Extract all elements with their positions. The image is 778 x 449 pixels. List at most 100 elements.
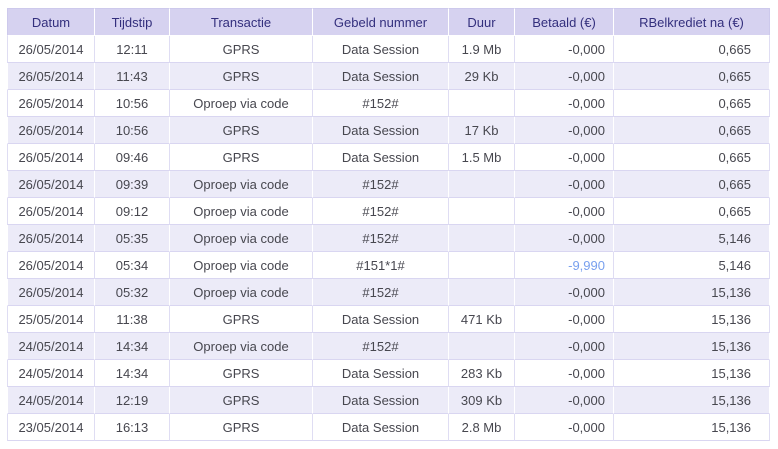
cell-betaald: -0,000	[514, 198, 613, 225]
cell-tijdstip: 09:46	[94, 144, 169, 171]
cell-gebeld_nummer: Data Session	[312, 63, 448, 90]
table-row: 26/05/2014 12:11 GPRS Data Session 1.9 Mb -0,…	[7, 36, 770, 63]
cell-duur	[448, 171, 514, 198]
cell-krediet: 15,136	[613, 279, 770, 306]
cell-krediet: 15,136	[613, 387, 770, 414]
cell-datum: 26/05/2014	[7, 144, 94, 171]
cell-tijdstip: 09:39	[94, 171, 169, 198]
table-row: 26/05/2014 05:32 Oproep via code #152# -0,00…	[7, 279, 770, 306]
cell-betaald: -0,000	[514, 387, 613, 414]
cell-gebeld_nummer: Data Session	[312, 36, 448, 63]
cell-transactie: GPRS	[169, 387, 312, 414]
cell-gebeld_nummer: #152#	[312, 171, 448, 198]
cell-duur: 17 Kb	[448, 117, 514, 144]
cell-gebeld_nummer: Data Session	[312, 144, 448, 171]
cell-gebeld_nummer: Data Session	[312, 306, 448, 333]
cell-krediet: 15,136	[613, 414, 770, 441]
cell-betaald: -0,000	[514, 63, 613, 90]
table-row: 25/05/2014 11:38 GPRS Data Session 471 Kb -0,…	[7, 306, 770, 333]
cell-gebeld_nummer: #152#	[312, 90, 448, 117]
cell-tijdstip: 12:11	[94, 36, 169, 63]
cell-krediet: 0,665	[613, 36, 770, 63]
cell-betaald: -0,000	[514, 144, 613, 171]
table-row: 24/05/2014 14:34 Oproep via code #152# -0,00…	[7, 333, 770, 360]
cell-gebeld_nummer: #152#	[312, 225, 448, 252]
cell-duur	[448, 225, 514, 252]
cell-krediet: 0,665	[613, 198, 770, 225]
cell-datum: 25/05/2014	[7, 306, 94, 333]
table-row: 26/05/2014 09:12 Oproep via code #152# -0,00…	[7, 198, 770, 225]
cell-betaald: -9,990	[514, 252, 613, 279]
cell-tijdstip: 10:56	[94, 90, 169, 117]
cell-krediet: 15,136	[613, 333, 770, 360]
cell-duur	[448, 198, 514, 225]
cell-transactie: Oproep via code	[169, 279, 312, 306]
cell-datum: 26/05/2014	[7, 171, 94, 198]
cell-duur: 29 Kb	[448, 63, 514, 90]
cell-datum: 23/05/2014	[7, 414, 94, 441]
cell-duur	[448, 252, 514, 279]
cell-tijdstip: 09:12	[94, 198, 169, 225]
cell-betaald: -0,000	[514, 360, 613, 387]
table-row: 26/05/2014 05:34 Oproep via code #151*1# -9,…	[7, 252, 770, 279]
cell-datum: 24/05/2014	[7, 333, 94, 360]
cell-datum: 26/05/2014	[7, 279, 94, 306]
cell-tijdstip: 12:19	[94, 387, 169, 414]
cell-gebeld_nummer: Data Session	[312, 117, 448, 144]
cell-tijdstip: 05:35	[94, 225, 169, 252]
column-header-duur: Duur	[448, 8, 514, 36]
column-header-gebeld-nummer: Gebeld nummer	[312, 8, 448, 36]
cell-betaald: -0,000	[514, 171, 613, 198]
cell-tijdstip: 14:34	[94, 360, 169, 387]
cell-datum: 26/05/2014	[7, 252, 94, 279]
cell-datum: 26/05/2014	[7, 90, 94, 117]
cell-datum: 26/05/2014	[7, 36, 94, 63]
cell-duur	[448, 90, 514, 117]
cell-tijdstip: 11:38	[94, 306, 169, 333]
cell-gebeld_nummer: #152#	[312, 198, 448, 225]
cell-krediet: 5,146	[613, 225, 770, 252]
column-header-datum: Datum	[7, 8, 94, 36]
cell-gebeld_nummer: #152#	[312, 279, 448, 306]
cell-datum: 26/05/2014	[7, 225, 94, 252]
cell-gebeld_nummer: #152#	[312, 333, 448, 360]
cell-transactie: GPRS	[169, 117, 312, 144]
cell-betaald: -0,000	[514, 117, 613, 144]
cell-betaald: -0,000	[514, 36, 613, 63]
cell-krediet: 0,665	[613, 171, 770, 198]
cell-transactie: Oproep via code	[169, 90, 312, 117]
cell-transactie: GPRS	[169, 63, 312, 90]
cell-tijdstip: 10:56	[94, 117, 169, 144]
cell-krediet: 5,146	[613, 252, 770, 279]
table-row: 24/05/2014 12:19 GPRS Data Session 309 Kb -0,…	[7, 387, 770, 414]
cell-datum: 26/05/2014	[7, 117, 94, 144]
column-header-betaald: Betaald (€)	[514, 8, 613, 36]
table-body: 26/05/2014 12:11 GPRS Data Session 1.9 Mb -0,…	[7, 36, 770, 441]
table-row: 26/05/2014 11:43 GPRS Data Session 29 Kb -0,0…	[7, 63, 770, 90]
cell-betaald: -0,000	[514, 333, 613, 360]
cell-krediet: 0,665	[613, 63, 770, 90]
cell-transactie: GPRS	[169, 414, 312, 441]
cell-transactie: GPRS	[169, 360, 312, 387]
cell-duur: 1.5 Mb	[448, 144, 514, 171]
cell-krediet: 15,136	[613, 306, 770, 333]
cell-transactie: Oproep via code	[169, 198, 312, 225]
cell-krediet: 0,665	[613, 90, 770, 117]
cell-duur: 471 Kb	[448, 306, 514, 333]
cell-transactie: Oproep via code	[169, 252, 312, 279]
cell-krediet: 0,665	[613, 144, 770, 171]
cell-tijdstip: 14:34	[94, 333, 169, 360]
cell-transactie: GPRS	[169, 36, 312, 63]
cell-krediet: 0,665	[613, 117, 770, 144]
cell-gebeld_nummer: Data Session	[312, 360, 448, 387]
cell-duur: 309 Kb	[448, 387, 514, 414]
cell-duur: 1.9 Mb	[448, 36, 514, 63]
cell-tijdstip: 11:43	[94, 63, 169, 90]
table-row: 26/05/2014 09:39 Oproep via code #152# -0,00…	[7, 171, 770, 198]
cell-gebeld_nummer: Data Session	[312, 414, 448, 441]
cell-duur	[448, 333, 514, 360]
table-row: 26/05/2014 09:46 GPRS Data Session 1.5 Mb -0,…	[7, 144, 770, 171]
cell-betaald: -0,000	[514, 279, 613, 306]
usage-table: Datum Tijdstip Transactie Gebeld nummer …	[7, 8, 770, 441]
cell-transactie: Oproep via code	[169, 333, 312, 360]
